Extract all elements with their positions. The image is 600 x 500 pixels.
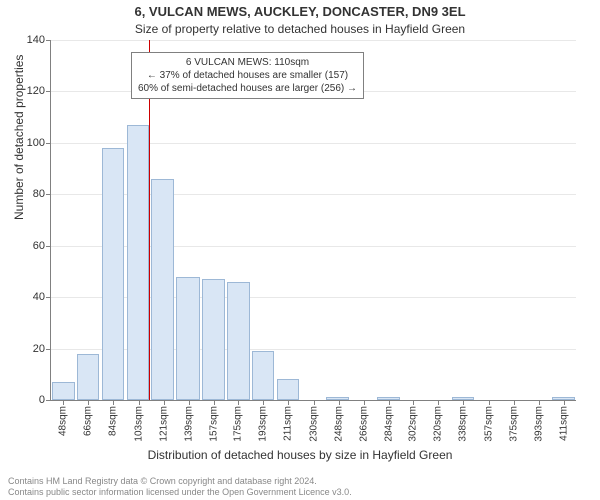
xtick-mark <box>489 400 490 405</box>
histogram-bar <box>252 351 274 400</box>
histogram-bar <box>202 279 224 400</box>
ytick-mark <box>46 194 51 195</box>
x-axis-label: Distribution of detached houses by size … <box>0 448 600 462</box>
xtick-mark <box>339 400 340 405</box>
xtick-label: 157sqm <box>208 406 219 442</box>
ytick-label: 140 <box>27 34 45 46</box>
xtick-mark <box>463 400 464 405</box>
chart-container: 6, VULCAN MEWS, AUCKLEY, DONCASTER, DN9 … <box>0 0 600 500</box>
xtick-label: 320sqm <box>433 406 444 442</box>
ytick-mark <box>46 246 51 247</box>
histogram-bar <box>151 179 173 400</box>
xtick-label: 338sqm <box>458 406 469 442</box>
xtick-mark <box>63 400 64 405</box>
xtick-mark <box>389 400 390 405</box>
xtick-mark <box>314 400 315 405</box>
xtick-label: 121sqm <box>158 406 169 442</box>
xtick-label: 48sqm <box>58 406 69 436</box>
xtick-mark <box>263 400 264 405</box>
ytick-mark <box>46 40 51 41</box>
chart-title-sub: Size of property relative to detached ho… <box>0 22 600 36</box>
xtick-mark <box>364 400 365 405</box>
xtick-label: 393sqm <box>533 406 544 442</box>
xtick-mark <box>214 400 215 405</box>
ytick-mark <box>46 400 51 401</box>
histogram-bar <box>77 354 99 400</box>
marker-annotation: 6 VULCAN MEWS: 110sqm ← 37% of detached … <box>131 52 364 99</box>
xtick-mark <box>514 400 515 405</box>
xtick-mark <box>438 400 439 405</box>
histogram-bar <box>452 397 474 400</box>
annotation-line2: ← 37% of detached houses are smaller (15… <box>138 69 357 82</box>
ytick-label: 100 <box>27 137 45 149</box>
histogram-bar <box>176 277 200 400</box>
annotation-line1: 6 VULCAN MEWS: 110sqm <box>138 56 357 69</box>
xtick-label: 284sqm <box>383 406 394 442</box>
xtick-mark <box>164 400 165 405</box>
plot-area: 02040608010012014048sqm66sqm84sqm103sqm1… <box>50 40 576 401</box>
xtick-label: 302sqm <box>408 406 419 442</box>
xtick-mark <box>189 400 190 405</box>
xtick-label: 175sqm <box>233 406 244 442</box>
xtick-label: 230sqm <box>309 406 320 442</box>
xtick-label: 103sqm <box>134 406 145 442</box>
xtick-label: 375sqm <box>508 406 519 442</box>
histogram-bar <box>552 397 574 400</box>
xtick-mark <box>539 400 540 405</box>
ytick-mark <box>46 297 51 298</box>
footer-line1: Contains HM Land Registry data © Crown c… <box>8 476 352 487</box>
xtick-label: 139sqm <box>183 406 194 442</box>
xtick-mark <box>238 400 239 405</box>
histogram-bar <box>52 382 74 400</box>
ytick-mark <box>46 143 51 144</box>
ytick-label: 120 <box>27 85 45 97</box>
ytick-mark <box>46 91 51 92</box>
xtick-label: 84sqm <box>108 406 119 436</box>
xtick-label: 411sqm <box>558 406 569 441</box>
histogram-bar <box>127 125 149 400</box>
xtick-mark <box>564 400 565 405</box>
grid-line <box>51 40 576 41</box>
y-axis-label: Number of detached properties <box>12 55 26 220</box>
ytick-label: 60 <box>33 240 45 252</box>
histogram-bar <box>277 379 299 400</box>
xtick-mark <box>139 400 140 405</box>
histogram-bar <box>377 397 399 400</box>
xtick-label: 266sqm <box>358 406 369 442</box>
xtick-label: 248sqm <box>333 406 344 442</box>
xtick-label: 66sqm <box>83 406 94 436</box>
histogram-bar <box>102 148 124 400</box>
chart-title-main: 6, VULCAN MEWS, AUCKLEY, DONCASTER, DN9 … <box>0 4 600 19</box>
ytick-label: 20 <box>33 343 45 355</box>
xtick-label: 211sqm <box>283 406 294 441</box>
xtick-mark <box>288 400 289 405</box>
ytick-label: 40 <box>33 291 45 303</box>
xtick-label: 193sqm <box>258 406 269 442</box>
xtick-mark <box>113 400 114 405</box>
footer-line2: Contains public sector information licen… <box>8 487 352 498</box>
footer-attribution: Contains HM Land Registry data © Crown c… <box>8 476 352 499</box>
histogram-bar <box>227 282 249 400</box>
xtick-mark <box>88 400 89 405</box>
xtick-mark <box>413 400 414 405</box>
ytick-label: 0 <box>39 394 45 406</box>
ytick-label: 80 <box>33 188 45 200</box>
ytick-mark <box>46 349 51 350</box>
annotation-line3: 60% of semi-detached houses are larger (… <box>138 82 357 95</box>
histogram-bar <box>326 397 348 400</box>
xtick-label: 357sqm <box>484 406 495 442</box>
